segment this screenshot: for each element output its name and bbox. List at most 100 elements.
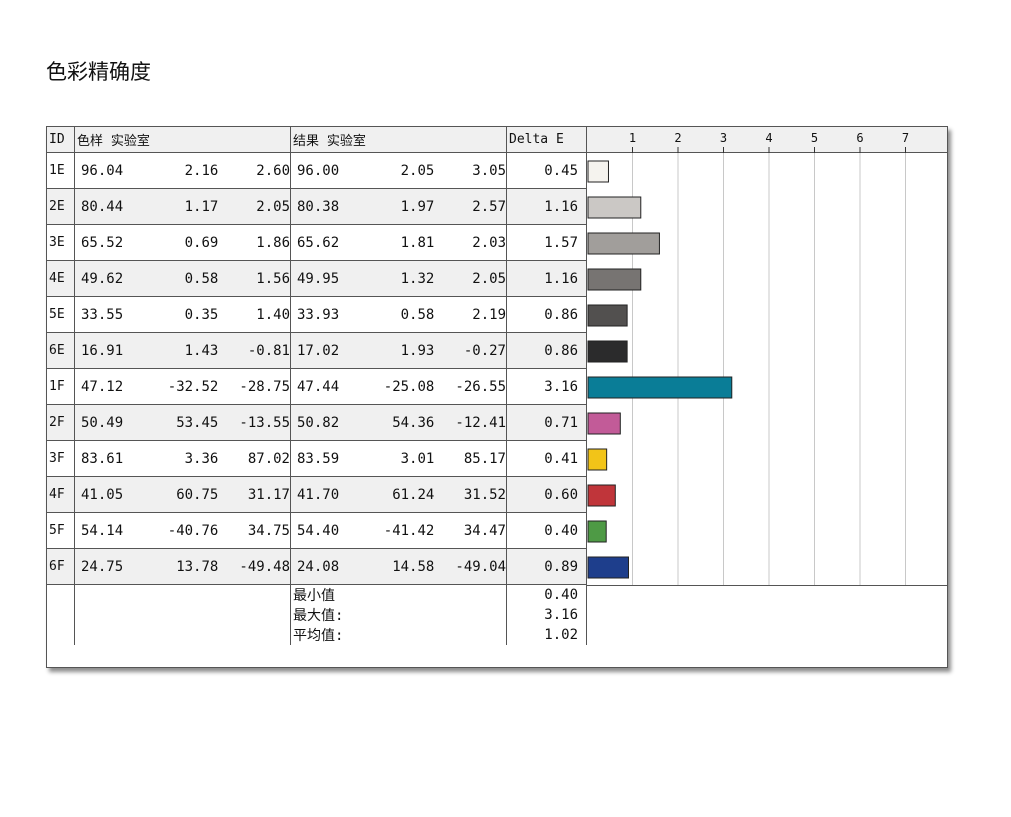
row-id: 2F — [47, 405, 75, 440]
sample-a: -32.52 — [167, 378, 219, 395]
bar — [587, 520, 607, 543]
tick-label: 2 — [674, 131, 681, 145]
sample-b: -28.75 — [239, 378, 290, 395]
result-a: 1.97 — [400, 198, 435, 215]
result-l: 65.62 — [297, 234, 340, 251]
row-id: 5E — [47, 297, 75, 332]
bar — [587, 340, 628, 363]
result-lab-values: 24.08 14.58 -49.04 — [291, 549, 507, 584]
tick-label: 4 — [765, 131, 772, 145]
result-b: 2.03 — [472, 234, 506, 251]
sample-lab-values: 33.55 0.35 1.40 — [75, 297, 291, 332]
result-lab-values: 47.44 -25.08 -26.55 — [291, 369, 507, 404]
sample-l: 96.04 — [81, 162, 124, 179]
sample-lab-values: 24.75 13.78 -49.48 — [75, 549, 291, 584]
result-lab-values: 83.59 3.01 85.17 — [291, 441, 507, 476]
table-row: 3F 83.61 3.36 87.02 83.59 3.01 85.17 0.41 — [47, 441, 587, 477]
result-b: 31.52 — [463, 486, 506, 503]
table-row: 6F 24.75 13.78 -49.48 24.08 14.58 -49.04 0.89 — [47, 549, 587, 585]
delta-e-value: 0.89 — [507, 549, 587, 584]
result-a: 1.81 — [400, 234, 435, 251]
delta-e-value: 0.40 — [507, 513, 587, 548]
sample-b: 1.40 — [256, 306, 290, 323]
delta-e-value: 0.45 — [507, 153, 587, 188]
bar — [587, 412, 621, 435]
summary-value: 0.40 — [507, 585, 587, 605]
sample-lab-values: 50.49 53.45 -13.55 — [75, 405, 291, 440]
sample-lab-values: 80.44 1.17 2.05 — [75, 189, 291, 224]
row-id: 2E — [47, 189, 75, 224]
sample-lab-values: 65.52 0.69 1.86 — [75, 225, 291, 260]
bar — [587, 160, 609, 183]
result-l: 17.02 — [297, 342, 340, 359]
sample-lab-values: 47.12 -32.52 -28.75 — [75, 369, 291, 404]
summary-value: 1.02 — [507, 625, 587, 645]
result-lab-values: 41.70 61.24 31.52 — [291, 477, 507, 512]
result-l: 50.82 — [297, 414, 340, 431]
result-b: -12.41 — [455, 414, 506, 431]
row-id: 4F — [47, 477, 75, 512]
result-l: 24.08 — [297, 558, 340, 575]
result-l: 41.70 — [297, 486, 340, 503]
delta-e-value: 1.16 — [507, 261, 587, 296]
row-id: 3E — [47, 225, 75, 260]
delta-e-value: 1.16 — [507, 189, 587, 224]
sample-a: 0.69 — [184, 234, 219, 251]
tick-label: 1 — [629, 131, 636, 145]
bar — [587, 376, 733, 399]
tick-label: 6 — [856, 131, 863, 145]
sample-l: 65.52 — [81, 234, 124, 251]
table-row: 2F 50.49 53.45 -13.55 50.82 54.36 -12.41 0.71 — [47, 405, 587, 441]
table-header-row: ID 色样 实验室 结果 实验室 Delta E — [47, 127, 587, 153]
table-row: 6E 16.91 1.43 -0.81 17.02 1.93 -0.27 0.86 — [47, 333, 587, 369]
sample-l: 41.05 — [81, 486, 124, 503]
result-a: -41.42 — [383, 522, 435, 539]
result-l: 96.00 — [297, 162, 340, 179]
summary-value: 3.16 — [507, 605, 587, 625]
result-a: 14.58 — [392, 558, 435, 575]
summary-id-blank — [47, 585, 75, 605]
summary-row: 平均值: 1.02 — [47, 625, 587, 645]
summary-blank — [75, 625, 291, 645]
bar — [587, 556, 629, 579]
summary-blank — [75, 585, 291, 605]
result-a: 2.05 — [400, 162, 435, 179]
sample-lab-values: 54.14 -40.76 34.75 — [75, 513, 291, 548]
result-a: 0.58 — [400, 306, 435, 323]
result-b: 2.05 — [472, 270, 506, 287]
result-lab-values: 50.82 54.36 -12.41 — [291, 405, 507, 440]
table-row: 5F 54.14 -40.76 34.75 54.40 -41.42 34.47 0.40 — [47, 513, 587, 549]
sample-a: 3.36 — [184, 450, 219, 467]
result-b: -26.55 — [455, 378, 506, 395]
result-lab-values: 49.95 1.32 2.05 — [291, 261, 507, 296]
result-l: 83.59 — [297, 450, 340, 467]
result-a: -25.08 — [383, 378, 435, 395]
sample-lab-values: 83.61 3.36 87.02 — [75, 441, 291, 476]
table-row: 3E 65.52 0.69 1.86 65.62 1.81 2.03 1.57 — [47, 225, 587, 261]
summary-row: 最小值 0.40 — [47, 585, 587, 605]
bar — [587, 268, 642, 291]
sample-a: 53.45 — [176, 414, 219, 431]
row-id: 1E — [47, 153, 75, 188]
row-id: 6E — [47, 333, 75, 368]
row-id: 1F — [47, 369, 75, 404]
result-b: 3.05 — [472, 162, 506, 179]
result-lab-values: 33.93 0.58 2.19 — [291, 297, 507, 332]
summary-id-blank — [47, 605, 75, 625]
result-a: 61.24 — [392, 486, 435, 503]
table-row: 1F 47.12 -32.52 -28.75 47.44 -25.08 -26.55 3.16 — [47, 369, 587, 405]
sample-a: 0.58 — [184, 270, 219, 287]
page-title: 色彩精确度 — [46, 60, 151, 84]
sample-l: 54.14 — [81, 522, 124, 539]
sample-l: 80.44 — [81, 198, 124, 215]
delta-e-value: 0.71 — [507, 405, 587, 440]
tick-label: 3 — [720, 131, 727, 145]
result-b: 2.19 — [472, 306, 506, 323]
header-result-lab: 结果 实验室 — [291, 127, 507, 152]
sample-b: -0.81 — [247, 342, 290, 359]
result-l: 80.38 — [297, 198, 340, 215]
sample-b: 2.05 — [256, 198, 290, 215]
delta-e-value: 0.86 — [507, 297, 587, 332]
table-row: 5E 33.55 0.35 1.40 33.93 0.58 2.19 0.86 — [47, 297, 587, 333]
result-b: -0.27 — [463, 342, 506, 359]
